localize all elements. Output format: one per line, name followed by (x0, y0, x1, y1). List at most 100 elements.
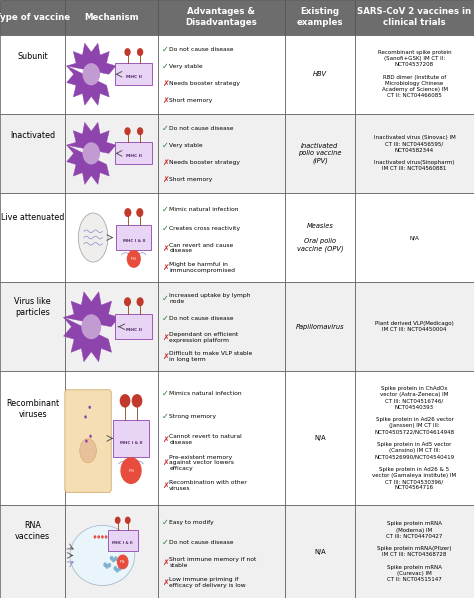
Bar (285, 505, 355, 598)
Bar (116, 225, 151, 250)
Ellipse shape (78, 213, 108, 262)
Text: MHC I & II: MHC I & II (120, 441, 142, 445)
Bar (65, 193, 158, 282)
Bar (65, 505, 158, 598)
Text: ✗: ✗ (162, 578, 168, 587)
Bar (0, 0, 65, 35)
Text: ✓: ✓ (162, 538, 168, 547)
Text: ✓: ✓ (162, 45, 168, 54)
Circle shape (124, 297, 131, 306)
Circle shape (94, 535, 96, 539)
Polygon shape (64, 292, 119, 362)
Text: Advantages &
Disadvantages: Advantages & Disadvantages (185, 7, 257, 28)
Circle shape (120, 457, 142, 484)
Circle shape (137, 48, 143, 56)
Bar (355, 505, 474, 598)
Bar (355, 0, 474, 35)
Circle shape (124, 208, 131, 217)
Circle shape (103, 562, 107, 567)
Bar (0, 371, 65, 505)
Text: Type of vaccine: Type of vaccine (0, 13, 70, 22)
Circle shape (105, 565, 109, 569)
Circle shape (127, 250, 141, 268)
Bar (0, 193, 65, 282)
Circle shape (101, 535, 104, 539)
Text: Mimics natural infection: Mimics natural infection (169, 391, 242, 396)
Text: Do not cause disease: Do not cause disease (169, 47, 234, 52)
Text: Plant derived VLP(Medicago)
IM CT III: NCT04450004: Plant derived VLP(Medicago) IM CT III: N… (375, 321, 454, 332)
Text: Papillomavirus: Papillomavirus (296, 324, 344, 329)
FancyBboxPatch shape (65, 390, 111, 492)
Text: ✓: ✓ (162, 141, 168, 150)
Bar (355, 193, 474, 282)
Circle shape (85, 440, 88, 443)
Bar (113, 420, 148, 457)
Bar (65, 282, 158, 371)
Circle shape (82, 63, 100, 86)
Text: ✗: ✗ (162, 458, 168, 467)
Text: ✓: ✓ (162, 205, 168, 214)
Bar (285, 282, 355, 371)
Text: Short memory: Short memory (169, 177, 212, 182)
Text: MHC II: MHC II (126, 75, 142, 79)
Bar (158, 0, 285, 35)
Text: MHC I & II: MHC I & II (123, 239, 145, 243)
Text: Inactivated
polio vaccine
(IPV): Inactivated polio vaccine (IPV) (298, 143, 342, 164)
Text: Existing
examples: Existing examples (297, 7, 343, 28)
Text: Pre-existent memory
against vector lowers
efficacy: Pre-existent memory against vector lower… (169, 454, 234, 471)
Bar (355, 371, 474, 505)
Text: ✗: ✗ (162, 435, 168, 444)
Text: Measles

Oral polio
vaccine (OPV): Measles Oral polio vaccine (OPV) (297, 223, 343, 252)
Text: ✗: ✗ (162, 96, 168, 105)
Text: Virus like
particles: Virus like particles (14, 297, 51, 317)
Text: Mimic natural infection: Mimic natural infection (169, 207, 239, 212)
Text: Mechanism: Mechanism (84, 13, 139, 22)
Bar (158, 371, 285, 505)
Text: Spike protein in ChAdOx
vector (Astra-Zeneca) IM
CT III: NCT04516746/
NCT0454039: Spike protein in ChAdOx vector (Astra-Ze… (373, 386, 456, 490)
Circle shape (112, 558, 115, 562)
Text: MHC I & II: MHC I & II (112, 541, 133, 545)
Circle shape (89, 405, 91, 409)
Text: ✓: ✓ (162, 124, 168, 133)
Circle shape (124, 127, 131, 135)
Bar (355, 282, 474, 371)
Bar (0, 114, 65, 193)
Text: ✗: ✗ (162, 332, 168, 341)
Text: Recombinant
viruses: Recombinant viruses (6, 399, 59, 419)
Bar (285, 193, 355, 282)
Text: Can revert and cause
disease: Can revert and cause disease (169, 243, 234, 254)
Bar (115, 142, 152, 164)
Circle shape (137, 127, 143, 135)
Bar (0, 35, 65, 114)
Bar (65, 371, 158, 505)
Bar (285, 0, 355, 35)
Circle shape (136, 208, 143, 217)
Text: Dependant on efficient
expression platform: Dependant on efficient expression platfo… (169, 332, 238, 343)
Bar (355, 35, 474, 114)
Circle shape (115, 517, 120, 524)
Text: ✗: ✗ (162, 263, 168, 271)
Circle shape (114, 556, 118, 561)
Text: ✓: ✓ (162, 313, 168, 322)
Bar (158, 35, 285, 114)
Text: ✓: ✓ (162, 224, 168, 233)
Circle shape (137, 297, 144, 306)
Text: N/A: N/A (314, 435, 326, 441)
Circle shape (82, 315, 101, 339)
Text: ✓: ✓ (162, 294, 168, 303)
Text: ✗: ✗ (162, 175, 168, 184)
Bar (65, 0, 158, 35)
Text: Might be harmful in
immunocompromised: Might be harmful in immunocompromised (169, 262, 235, 273)
Bar (158, 282, 285, 371)
Circle shape (97, 535, 100, 539)
Bar (285, 35, 355, 114)
Bar (65, 35, 158, 114)
Text: RNA
vaccines: RNA vaccines (15, 521, 50, 541)
Text: IFN: IFN (128, 469, 134, 472)
Text: Difficult to make VLP stable
in long term: Difficult to make VLP stable in long ter… (169, 351, 253, 362)
Text: Increased uptake by lymph
node: Increased uptake by lymph node (169, 294, 251, 304)
Text: Spike protein mRNA
(Moderna) IM
CT III: NCT04470427

Spike protein mRNA(Pfizer)
: Spike protein mRNA (Moderna) IM CT III: … (377, 521, 452, 582)
Bar (115, 315, 152, 339)
Text: ✗: ✗ (162, 352, 168, 361)
Text: Short immune memory if not
stable: Short immune memory if not stable (169, 557, 256, 568)
